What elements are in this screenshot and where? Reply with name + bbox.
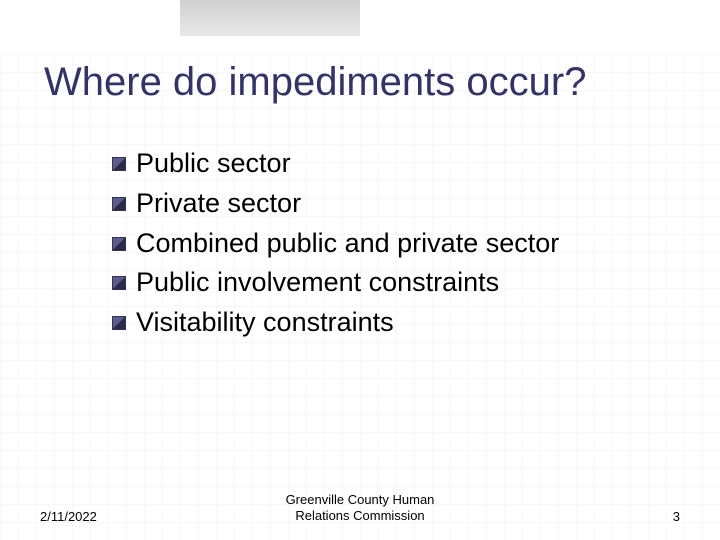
- footer-org-line1: Greenville County Human: [286, 492, 435, 508]
- bullet-list: Public sector Private sector Combined pu…: [40, 145, 680, 342]
- footer-org-line2: Relations Commission: [286, 508, 435, 524]
- list-item: Combined public and private sector: [112, 225, 680, 263]
- slide-title: Where do impediments occur?: [40, 60, 680, 105]
- slide-footer: 2/11/2022 Greenville County Human Relati…: [0, 509, 720, 524]
- list-item: Visitability constraints: [112, 304, 680, 342]
- list-item: Public sector: [112, 145, 680, 183]
- footer-date: 2/11/2022: [40, 509, 97, 524]
- list-item: Private sector: [112, 185, 680, 223]
- footer-organization: Greenville County Human Relations Commis…: [286, 492, 435, 525]
- list-item: Public involvement constraints: [112, 264, 680, 302]
- slide-content: Where do impediments occur? Public secto…: [0, 0, 720, 540]
- footer-page-number: 3: [673, 509, 680, 524]
